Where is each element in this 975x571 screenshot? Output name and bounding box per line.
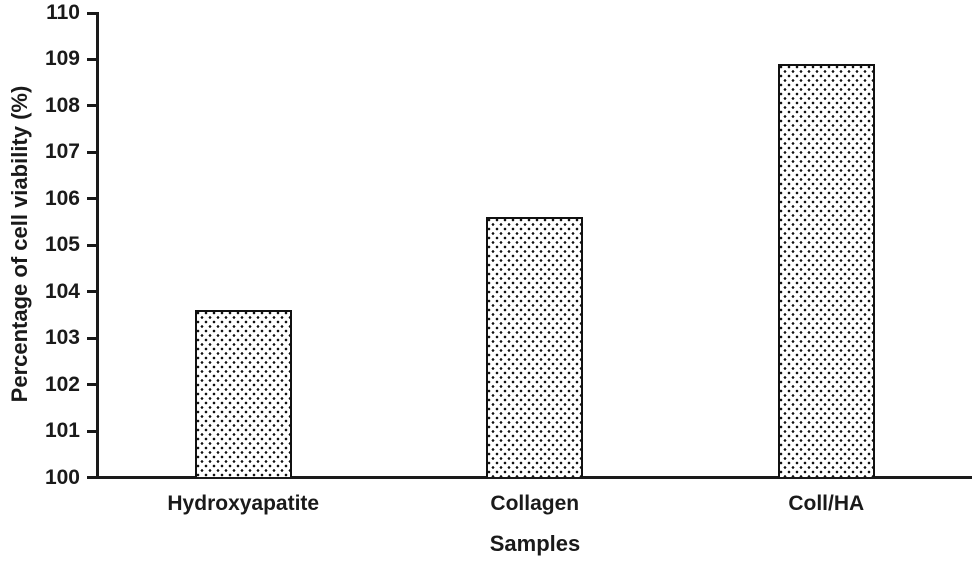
- y-tick-mark-100: [87, 476, 97, 479]
- y-tick-mark-101: [87, 429, 97, 433]
- y-tick-label-110: 110: [46, 1, 80, 24]
- y-tick-mark-104: [87, 290, 97, 294]
- y-tick-mark-102: [87, 383, 97, 387]
- x-category-label-collagen: Collagen: [490, 492, 580, 515]
- y-axis-line: [96, 12, 99, 478]
- y-tick-label-103: 103: [44, 326, 80, 350]
- y-tick-mark-105: [87, 243, 97, 247]
- y-tick-label-105: 105: [44, 233, 80, 257]
- y-tick-mark-107: [87, 150, 97, 154]
- y-tick-label-108: 108: [44, 93, 80, 117]
- y-tick-label-109: 109: [44, 47, 80, 71]
- bar-collagen: [486, 217, 584, 478]
- y-tick-label-102: 102: [44, 372, 80, 396]
- y-tick-mark-103: [87, 336, 97, 340]
- y-tick-label-107: 107: [44, 140, 80, 164]
- y-tick-label-104: 104: [44, 279, 80, 303]
- y-tick-mark-106: [87, 197, 97, 201]
- x-category-label-hydroxyapatite: Hydroxyapatite: [167, 492, 320, 515]
- y-tick-label-100: 100: [44, 465, 80, 489]
- y-tick-mark-109: [87, 57, 97, 61]
- x-axis-title: Samples: [489, 531, 581, 556]
- bar-coll-ha: [777, 64, 875, 478]
- bar-hydroxyapatite: [194, 310, 292, 478]
- y-tick-mark-108: [87, 104, 97, 108]
- y-tick-mark-110: [87, 11, 97, 15]
- y-tick-label-101: 101: [44, 419, 80, 443]
- y-tick-label-106: 106: [44, 186, 80, 210]
- x-category-label-coll-ha: Coll/HA: [788, 492, 865, 515]
